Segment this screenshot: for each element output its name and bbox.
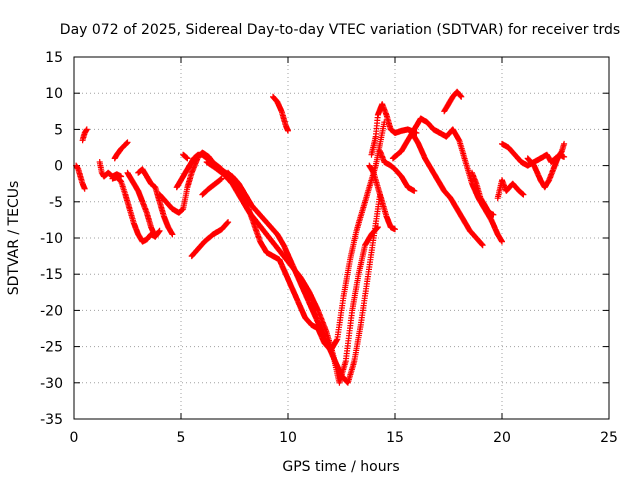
series-track-k — [188, 219, 232, 260]
x-tick-label: 5 — [177, 430, 186, 446]
series-markers — [199, 175, 225, 198]
series-markers — [203, 159, 381, 386]
series-markers — [270, 93, 291, 134]
series-track-w — [469, 169, 497, 218]
y-tick-label: -30 — [40, 376, 63, 392]
series-markers — [135, 166, 176, 238]
series-track-m — [203, 159, 381, 386]
series-track-l — [199, 175, 225, 198]
series-track-c — [96, 159, 125, 180]
y-tick-label: -5 — [49, 195, 63, 211]
series-track-x — [494, 177, 527, 202]
series-markers — [389, 115, 505, 245]
series-track-j — [180, 151, 191, 162]
y-tick-label: -35 — [40, 412, 63, 428]
series-track-d — [111, 139, 131, 162]
series-track-q — [368, 101, 420, 158]
y-tick-label: -25 — [40, 340, 63, 356]
series-markers — [409, 130, 486, 249]
series-track-b — [79, 126, 90, 144]
series-markers — [111, 139, 131, 162]
series-track-a — [73, 162, 88, 192]
y-tick-label: 0 — [54, 159, 63, 175]
series-markers — [225, 119, 388, 354]
series-markers — [188, 219, 232, 260]
series-markers — [368, 101, 420, 158]
series-markers — [180, 151, 191, 162]
series-markers — [173, 151, 225, 191]
series-track-z — [524, 140, 568, 191]
series-markers — [109, 174, 159, 245]
y-axis-label: SDTVAR / TECUs — [6, 181, 22, 296]
series-markers — [73, 162, 88, 192]
y-tick-label: 10 — [45, 86, 63, 102]
series-markers — [524, 140, 568, 191]
series-markers — [79, 126, 90, 144]
x-tick-label: 0 — [70, 430, 79, 446]
y-tick-label: -10 — [40, 231, 63, 247]
chart-title: Day 072 of 2025, Sidereal Day-to-day VTE… — [60, 22, 620, 38]
series-track-p — [270, 93, 291, 134]
series-track-e — [109, 174, 159, 245]
x-tick-label: 25 — [600, 430, 618, 446]
series-track-u — [409, 130, 486, 249]
series-track-t — [389, 115, 505, 245]
series-track-v — [441, 88, 465, 115]
series-track-f — [124, 169, 163, 240]
series-markers — [124, 169, 163, 240]
y-tick-label: -20 — [40, 303, 63, 319]
x-tick-label: 20 — [493, 430, 511, 446]
axis-ticks: 0 5 10 15 20 25 -35 -30 -25 -20 -15 -10 -5 0 5 10 15 — [40, 50, 618, 446]
series-track-g — [135, 166, 176, 238]
series-track-r — [366, 162, 398, 233]
series-markers — [441, 88, 465, 115]
y-tick-label: -15 — [40, 267, 63, 283]
plot-frame — [73, 56, 610, 420]
series-markers — [469, 169, 497, 218]
series-markers — [494, 177, 527, 202]
y-tick-label: 15 — [45, 50, 63, 66]
series-track-o — [225, 119, 388, 354]
series-markers — [366, 162, 398, 233]
series-track-i — [173, 151, 225, 191]
x-axis-label: GPS time / hours — [282, 459, 399, 475]
series-markers — [377, 148, 418, 194]
y-tick-label: 5 — [54, 122, 63, 138]
series-markers — [96, 159, 125, 180]
x-tick-label: 10 — [279, 430, 297, 446]
data-series — [73, 88, 568, 386]
series-track-s — [377, 148, 418, 194]
x-tick-label: 15 — [386, 430, 404, 446]
